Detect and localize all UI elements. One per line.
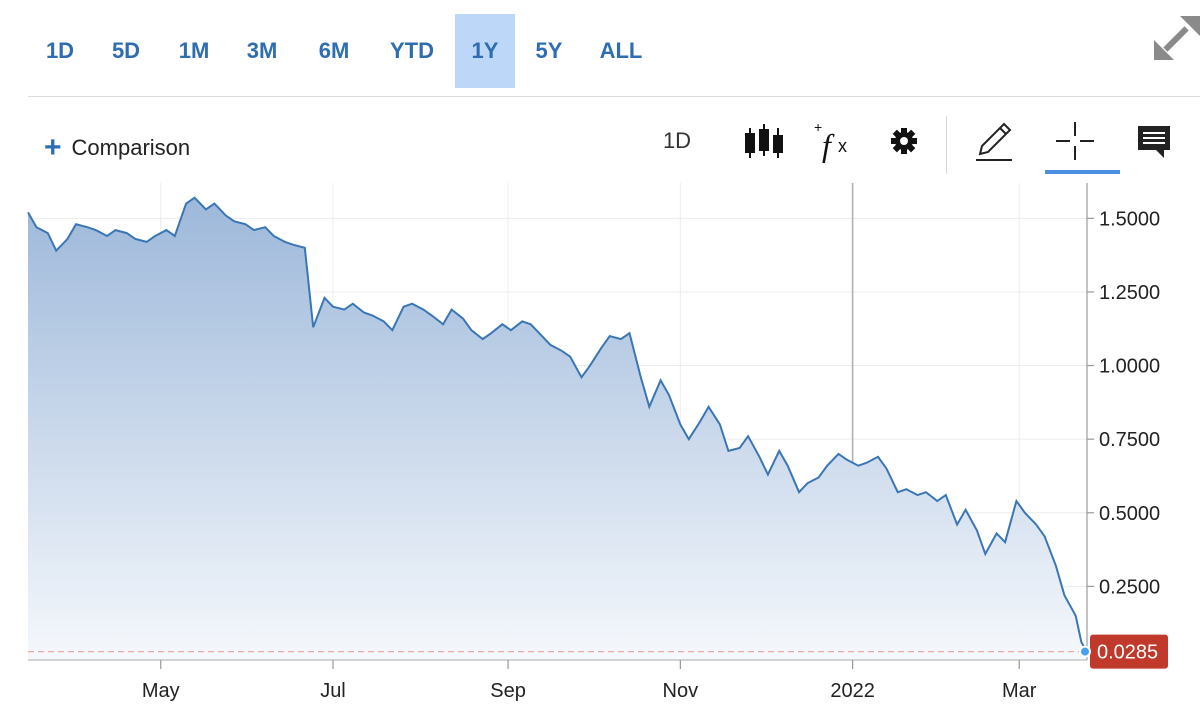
x-tick-label: 2022 [830,680,875,702]
interval-button[interactable]: 1D [662,128,692,153]
function-icon[interactable]: + f x [808,118,856,164]
y-tick-label: 0.7500 [1099,429,1160,451]
y-tick-label: 0.5000 [1099,503,1160,525]
y-tick-label: 0.2500 [1099,576,1160,598]
plus-icon: + [44,131,62,164]
range-5y-button[interactable]: 5Y [535,38,563,63]
y-tick-label: 1.5000 [1099,208,1160,230]
range-selector: 1D 5D 1M 3M 6M YTD 1Y 5Y ALL [0,0,1200,96]
range-ytd-button[interactable]: YTD [390,38,434,63]
range-1d-button[interactable]: 1D [45,38,75,63]
range-3m-button[interactable]: 3M [246,38,278,63]
candlestick-icon[interactable] [742,118,786,164]
svg-text:x: x [838,136,847,156]
y-tick-label: 1.0000 [1099,356,1160,378]
series-area [28,197,1087,660]
range-6m-button[interactable]: 6M [318,38,350,63]
x-tick-label: Sep [490,680,526,702]
series-line [27,196,1088,653]
toolbar-separator [946,116,947,174]
last-price-tag: 0.0285 [1090,634,1168,669]
last-price-label: 0.0285 [1097,642,1158,664]
active-tool-indicator [1045,170,1120,174]
comment-icon[interactable] [1134,118,1174,164]
y-tick-label: 1.2500 [1099,282,1160,304]
svg-text:+: + [814,119,822,135]
last-price-dot [1079,645,1091,658]
range-all-button[interactable]: ALL [599,38,643,63]
x-tick-label: Jul [320,680,346,702]
range-5d-button[interactable]: 5D [111,38,141,63]
x-tick-label: Nov [663,680,699,702]
comparison-label: Comparison [71,135,191,160]
x-tick-label: May [142,680,180,702]
last-price-tag-bg [1090,634,1168,669]
crosshair-icon[interactable] [1052,118,1098,164]
expand-icon[interactable] [1150,16,1200,60]
pencil-icon[interactable] [970,118,1016,164]
gear-icon[interactable] [884,118,924,164]
comparison-button[interactable]: + Comparison [44,128,190,168]
toolbar-divider [28,96,1200,97]
range-1m-button[interactable]: 1M [178,38,210,63]
x-tick-label: Mar [1002,680,1037,702]
range-1y-button[interactable]: 1Y [455,14,515,88]
